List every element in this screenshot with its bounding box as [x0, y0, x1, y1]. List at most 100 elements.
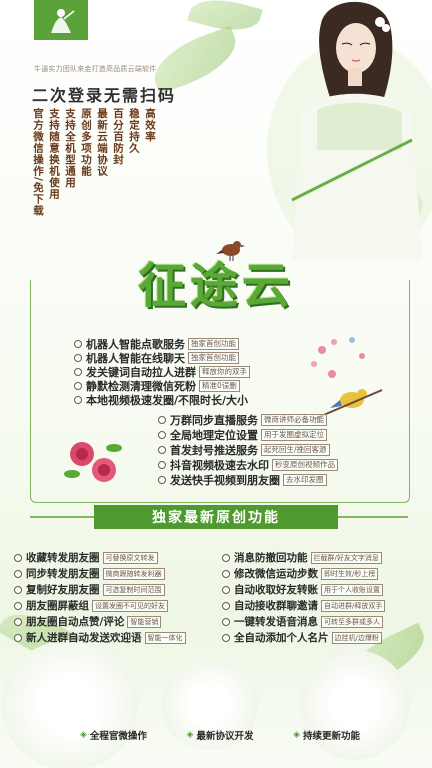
- feature-item: 机器人智能点歌服务 独家首创功能: [74, 336, 239, 352]
- feature-label: 万群同步直播服务: [170, 414, 258, 427]
- bullet-icon: [74, 396, 82, 404]
- vertical-text-column: 高效率: [144, 108, 156, 143]
- feature-label: 静默检测清理微信死粉: [86, 380, 196, 393]
- feature-label: 自动接收群聊邀请: [234, 600, 318, 612]
- white-flower: [160, 660, 260, 750]
- feature-note: 微商讲师必备功能: [261, 414, 327, 426]
- bullet-icon: [14, 617, 22, 626]
- bottom-bar: ◈ 全程官微操作 ◈ 最新协议开发 ◈ 持续更新功能: [80, 726, 360, 744]
- feature-note: 即时生效/秒上榜: [321, 567, 379, 580]
- bullet-icon: [158, 461, 166, 469]
- feature-note: 拦截群/好友文字消息: [310, 551, 382, 564]
- feature-note: 精准0误删: [199, 380, 240, 392]
- feature-note: 秒变原创视频作品: [272, 459, 338, 471]
- feature-note: 可选复制时间范围: [102, 583, 165, 596]
- title-block: 征途云: [96, 254, 336, 318]
- vertical-text-column: 百分百防封: [112, 108, 124, 166]
- bullet-icon: [222, 569, 230, 578]
- brand-logo: [34, 0, 88, 40]
- title-frame: [30, 280, 410, 503]
- feature-item: 万群同步直播服务 微商讲师必备功能: [158, 412, 327, 428]
- bullet-icon: [74, 340, 82, 348]
- bullet-icon: [14, 633, 22, 642]
- feature-label: 修改微信运动步数: [234, 568, 318, 580]
- logo-figure-icon: [51, 9, 75, 33]
- tag-icon: ◈: [293, 730, 300, 740]
- feature-note: 智能营销: [127, 615, 162, 628]
- bullet-icon: [222, 553, 230, 562]
- rose-decoration-icon: [64, 442, 122, 482]
- bullet-icon: [14, 585, 22, 594]
- feature-label: 消息防撤回功能: [234, 552, 308, 564]
- bullet-icon: [74, 382, 82, 390]
- bullet-icon: [74, 368, 82, 376]
- divider: [30, 516, 94, 518]
- feature-item: 新人进群自动发送欢迎语 智能一体化: [14, 630, 186, 645]
- feature-item: 朋友圈屏蔽组 设置发圈不可见的好友: [14, 598, 168, 613]
- bullet-icon: [14, 601, 22, 610]
- feature-label: 一键转发语音消息: [234, 616, 318, 628]
- page-title: 征途云: [137, 258, 294, 314]
- feature-note: 用于个人收账设置: [321, 583, 383, 596]
- feature-item: 发关键词自动拉人进群 释放你的双手: [74, 364, 250, 380]
- bullet-icon: [14, 569, 22, 578]
- feature-label: 全局地理定位设置: [170, 429, 258, 442]
- bird-icon: [216, 241, 245, 261]
- bullet-icon: [222, 601, 230, 610]
- feature-item: 机器人智能在线聊天 独家首创功能: [74, 350, 239, 366]
- feature-label: 首发封号推送服务: [170, 444, 258, 457]
- feature-item: 修改微信运动步数 即时生效/秒上榜: [222, 566, 379, 581]
- feature-item: 首发封号推送服务 起死回生/挽回客源: [158, 442, 330, 458]
- feature-label: 收藏转发朋友圈: [26, 552, 100, 564]
- feature-label: 机器人智能点歌服务: [86, 338, 185, 351]
- feature-item: 自动收取好友转账 用于个人收账设置: [222, 582, 383, 597]
- feature-item: 全局地理定位设置 用于发圈虚拟定位: [158, 427, 327, 443]
- feature-note: 独家首创功能: [188, 352, 239, 364]
- feature-item: 消息防撤回功能 拦截群/好友文字消息: [222, 550, 382, 565]
- feature-label: 全自动添加个人名片: [234, 632, 329, 644]
- feature-label: 朋友圈屏蔽组: [26, 600, 89, 612]
- tag-icon: ◈: [80, 730, 87, 740]
- vertical-text-column: 支持全机型通用: [64, 108, 76, 189]
- vertical-text-column: 官方微信操作/免下载: [32, 108, 44, 217]
- feature-label: 抖音视频极速去水印: [170, 459, 269, 472]
- feature-note: 释放你的双手: [199, 366, 250, 378]
- vertical-text-column: 原创多项功能: [80, 108, 92, 177]
- feature-label: 复制好友朋友圈: [26, 584, 100, 596]
- white-flower: [300, 650, 410, 760]
- bullet-icon: [158, 476, 166, 484]
- feature-note: 智能一体化: [144, 631, 186, 644]
- vertical-text-column: 最新云端协议: [96, 108, 108, 177]
- vertical-text-column: 稳定持久: [128, 108, 140, 154]
- feature-item: 发送快手视频到朋友圈 去水印发圈: [158, 472, 327, 488]
- feature-label: 自动收取好友转账: [234, 584, 318, 596]
- feature-note: 微商跟随转发利器: [102, 567, 165, 580]
- bullet-icon: [158, 446, 166, 454]
- feature-note: 可转至多群或多人: [321, 615, 383, 628]
- bullet-icon: [222, 617, 230, 626]
- feature-label: 新人进群自动发送欢迎语: [26, 632, 142, 644]
- bottom-item: ◈ 全程官微操作: [80, 728, 147, 742]
- divider: [338, 516, 408, 518]
- feature-item: 复制好友朋友圈 可选复制时间范围: [14, 582, 165, 597]
- feature-note: 用于发圈虚拟定位: [261, 429, 327, 441]
- feature-item: 自动接收群聊邀请 自动进群/释放双手: [222, 598, 386, 613]
- feature-item: 朋友圈自动点赞/评论 智能营销: [14, 614, 162, 629]
- feature-item: 静默检测清理微信死粉 精准0误删: [74, 378, 240, 394]
- feature-item: 同步转发朋友圈 微商跟随转发利器: [14, 566, 165, 581]
- feature-item: 全自动添加个人名片 边挂机/边爆粉: [222, 630, 382, 645]
- bullet-icon: [14, 553, 22, 562]
- feature-label: 同步转发朋友圈: [26, 568, 100, 580]
- feature-label: 本地视频极速发圈/不限时长/大小: [86, 394, 249, 407]
- feature-note: 自动进群/释放双手: [321, 599, 386, 612]
- feature-item: 抖音视频极速去水印 秒变原创视频作品: [158, 457, 338, 473]
- bullet-icon: [158, 431, 166, 439]
- tag-icon: ◈: [186, 730, 194, 740]
- second-login-headline: 二次登录无需扫码: [32, 86, 177, 105]
- feature-label: 朋友圈自动点赞/评论: [26, 616, 125, 628]
- feature-note: 可替换原文转发: [102, 551, 158, 564]
- bottom-item: ◈ 最新协议开发: [187, 728, 254, 742]
- feature-note: 起死回生/挽回客源: [261, 444, 330, 456]
- feature-note: 设置发圈不可见的好友: [92, 599, 168, 612]
